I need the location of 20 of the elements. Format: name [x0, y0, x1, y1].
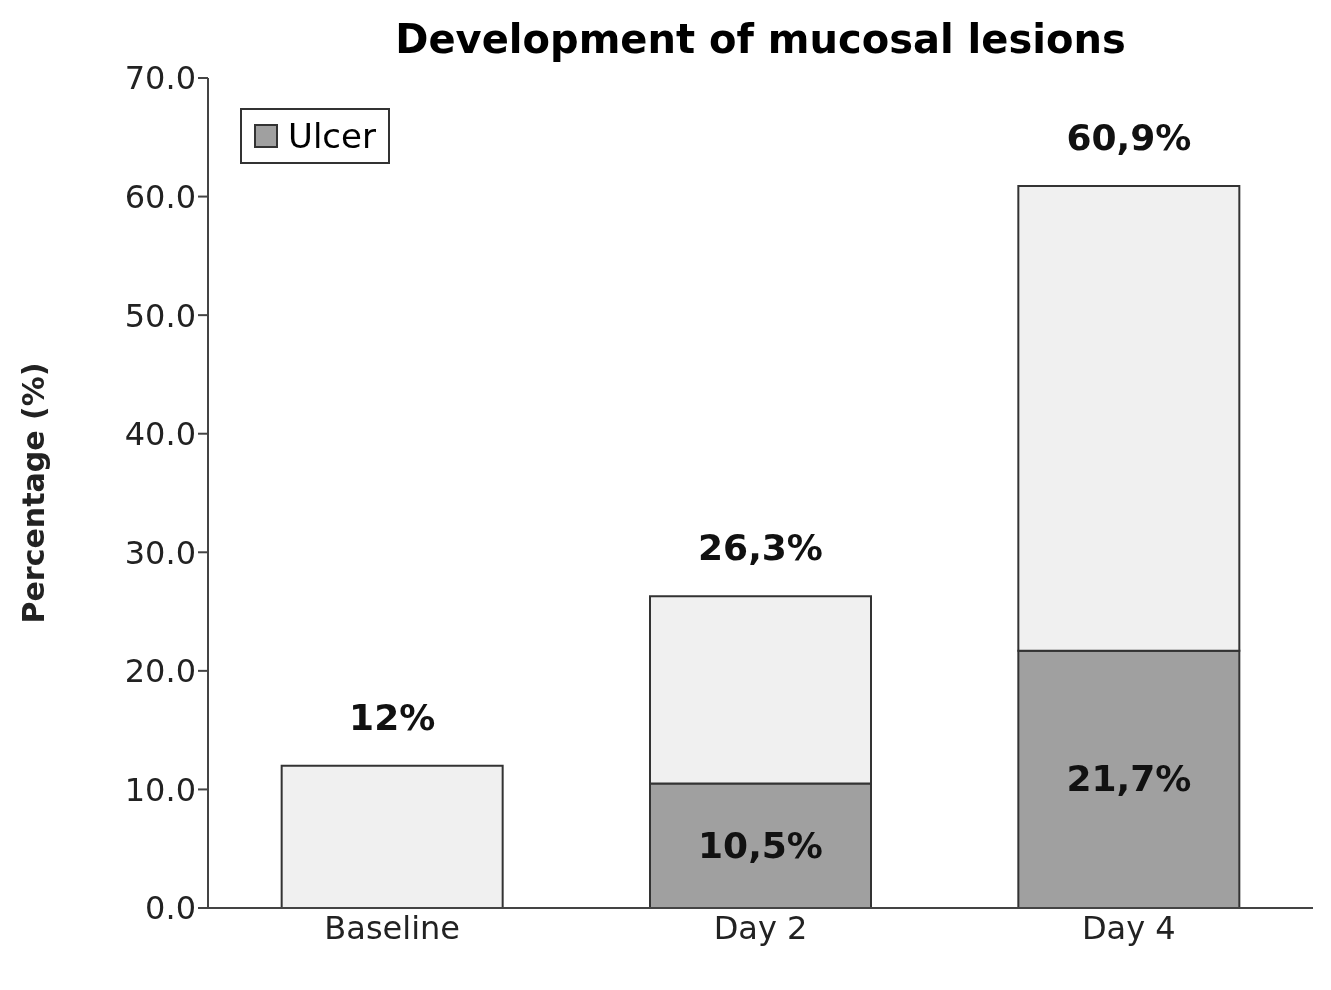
y-tick-label: 50.0 [124, 296, 196, 335]
total-label: 26,3% [698, 527, 823, 569]
legend-label: Ulcer [288, 116, 376, 156]
y-axis-title: Percentage (%) [15, 362, 51, 624]
y-tick-label: 40.0 [124, 415, 196, 454]
data-label: 21,7% [1066, 758, 1192, 800]
total-label: 12% [349, 696, 436, 738]
y-tick-label: 60.0 [124, 177, 196, 216]
x-tick-label: Day 2 [713, 908, 808, 947]
y-tick-label: 10.0 [124, 770, 196, 809]
y-tick-label: 0.0 [145, 889, 196, 928]
total-label: 60,9% [1066, 116, 1192, 158]
y-tick-label: 30.0 [124, 533, 196, 572]
chart-title: Development of mucosal lesions [394, 16, 1127, 62]
bar [280, 764, 504, 908]
y-tick-label: 20.0 [124, 652, 196, 691]
x-tick-label: Baseline [324, 908, 460, 947]
data-label: 10,5% [698, 824, 823, 866]
x-tick-label: Day 4 [1081, 908, 1176, 947]
y-tick-label: 70.0 [124, 59, 196, 98]
